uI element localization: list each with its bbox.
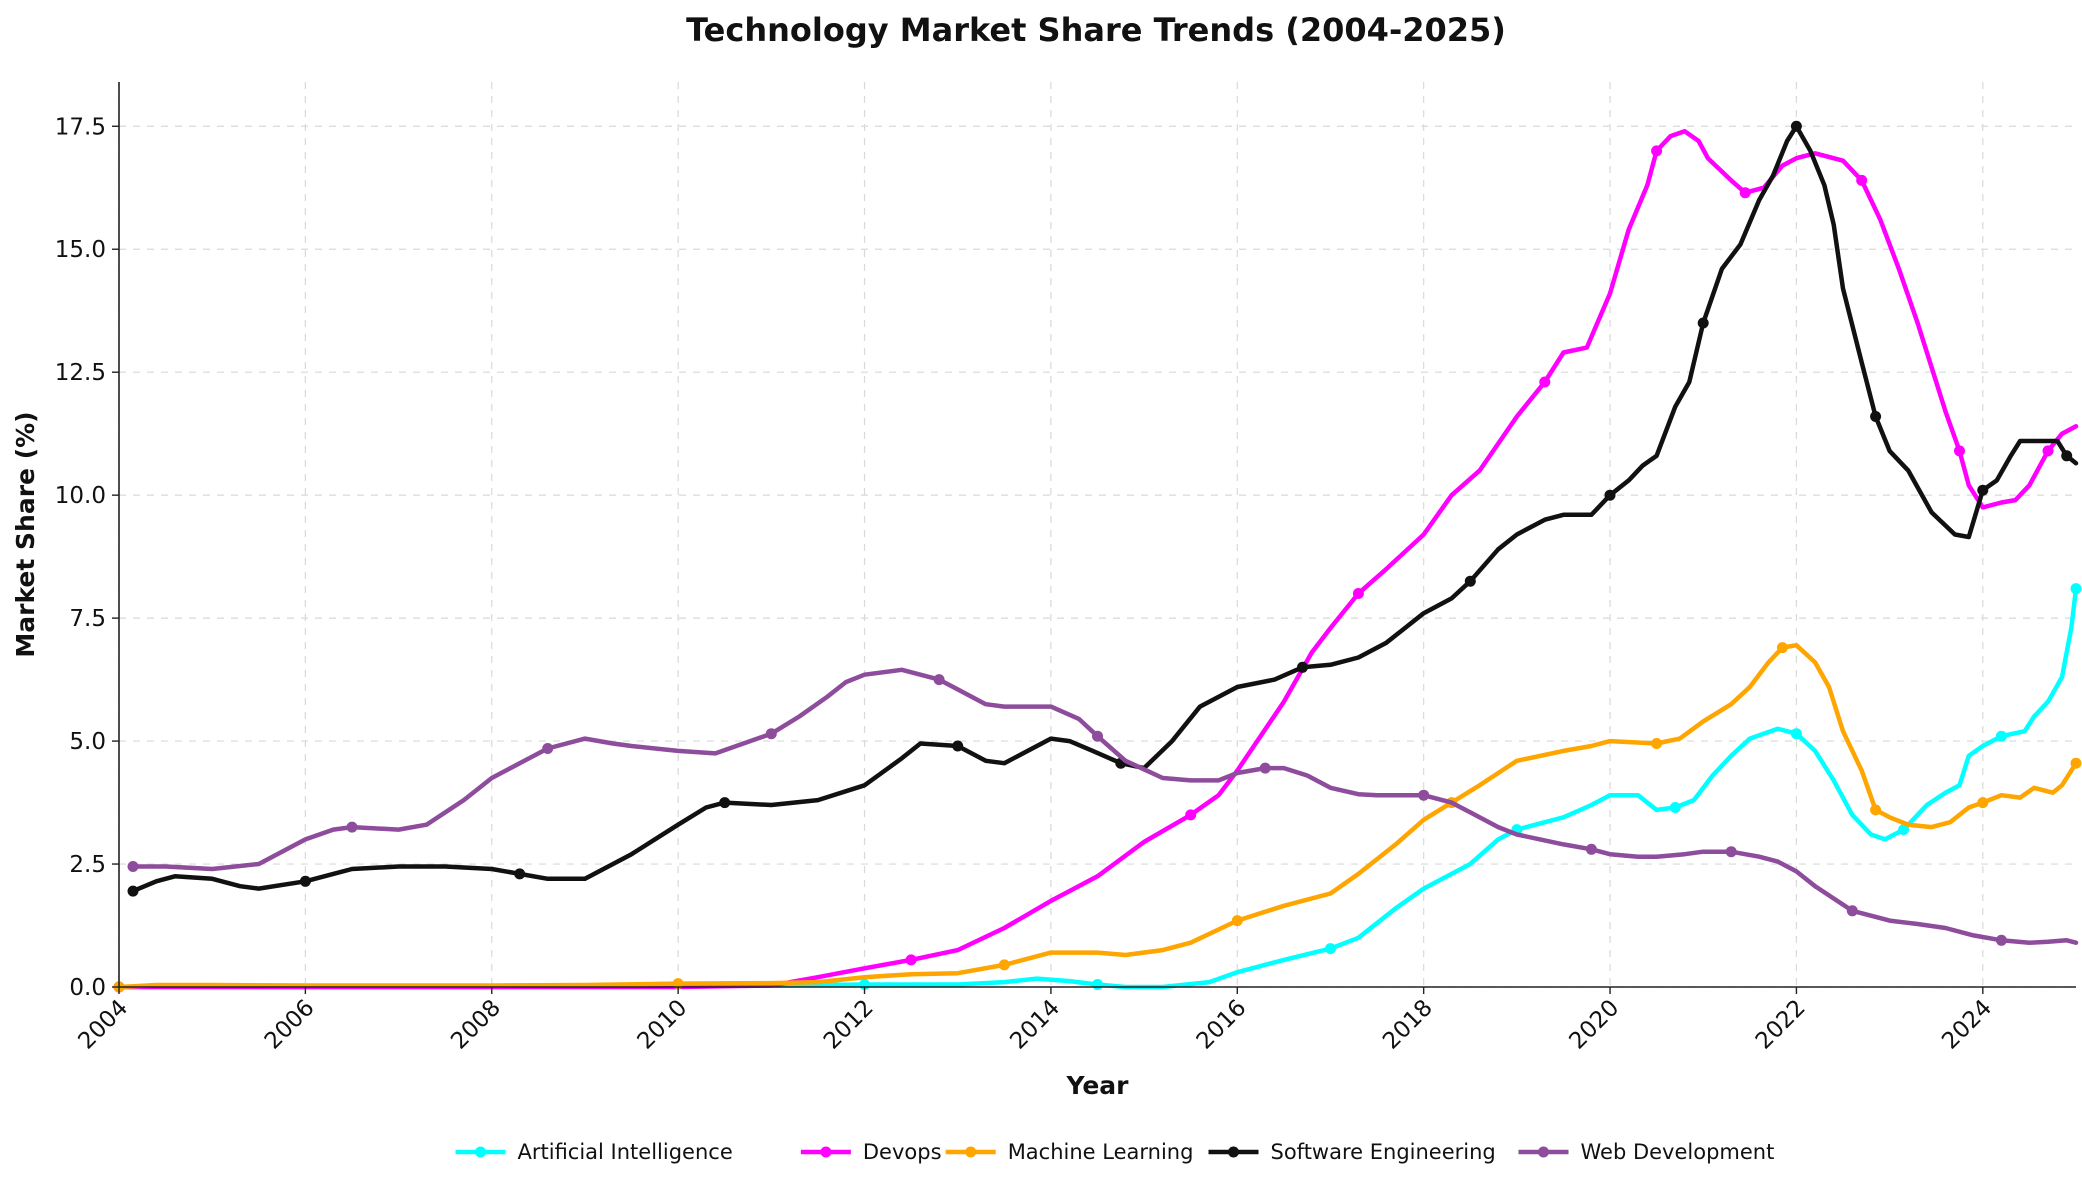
legend-label: Devops xyxy=(863,1140,942,1164)
axes xyxy=(118,82,2076,988)
series-point xyxy=(1790,120,1802,132)
series-point xyxy=(719,797,731,809)
series-point xyxy=(1846,905,1858,917)
series-point xyxy=(1585,843,1597,855)
series-point xyxy=(1995,730,2007,742)
y-tick-label: 5.0 xyxy=(69,729,106,755)
series-point xyxy=(1669,802,1681,813)
y-tick-label: 7.5 xyxy=(69,606,106,632)
series-point xyxy=(514,868,526,880)
legend-label: Web Development xyxy=(1581,1140,1775,1164)
y-tick-label: 2.5 xyxy=(69,852,106,878)
series-point xyxy=(952,740,964,752)
series-point xyxy=(346,821,358,833)
series-machine-learning xyxy=(113,642,2082,993)
legend: Artificial Intelligence Devops Machine Lea… xyxy=(455,1140,1775,1164)
series-point xyxy=(1231,915,1243,927)
x-tick-label: 2012 xyxy=(819,995,879,1055)
series-point xyxy=(1464,575,1476,587)
series-point xyxy=(1856,174,1868,186)
series-web-development xyxy=(127,667,2079,946)
x-tick-label: 2014 xyxy=(1005,995,1065,1055)
series-point xyxy=(1697,317,1709,329)
series-point xyxy=(1776,642,1788,654)
y-tick-label: 0.0 xyxy=(69,975,106,1001)
legend-item: Web Development xyxy=(1518,1140,1775,1164)
series-point xyxy=(1725,846,1737,858)
series-point xyxy=(1954,445,1965,457)
series-point xyxy=(1539,376,1551,388)
series-point xyxy=(1898,824,1910,836)
chart-title: Technology Market Share Trends (2004-202… xyxy=(686,11,1506,49)
series-point xyxy=(1995,934,2007,946)
series-software-engineering xyxy=(127,120,2079,897)
series-point xyxy=(1651,145,1663,157)
x-tick-label: 2018 xyxy=(1378,995,1438,1055)
series-point xyxy=(998,959,1010,971)
legend-marker xyxy=(820,1146,832,1158)
legend-label: Artificial Intelligence xyxy=(518,1140,733,1164)
series-point xyxy=(1739,187,1751,199)
series-point xyxy=(2042,445,2054,457)
series-point xyxy=(542,743,554,754)
legend-item: Software Engineering xyxy=(1208,1140,1496,1164)
series-line xyxy=(116,586,2079,990)
series-layer xyxy=(113,120,2082,993)
series-point xyxy=(1977,484,1989,496)
series-point xyxy=(933,674,945,686)
y-tick-label: 15.0 xyxy=(55,237,106,263)
x-tick-label: 2008 xyxy=(446,995,506,1055)
legend-marker xyxy=(1228,1146,1239,1158)
series-point xyxy=(765,728,777,740)
legend-item: Machine Learning xyxy=(945,1140,1194,1164)
grid-lines xyxy=(118,82,2076,988)
series-point xyxy=(127,885,139,897)
series-point xyxy=(1790,728,1802,740)
series-point xyxy=(1185,809,1197,821)
series-point xyxy=(1352,588,1364,599)
series-point xyxy=(1259,762,1271,774)
x-tick-label: 2024 xyxy=(1937,995,1997,1055)
legend-marker xyxy=(1538,1146,1549,1158)
x-tick-label: 2016 xyxy=(1192,995,1252,1055)
y-axis-label: Market Share (%) xyxy=(11,411,40,657)
series-point xyxy=(1651,738,1663,749)
x-tick-label: 2004 xyxy=(73,995,133,1055)
series-line xyxy=(116,642,2079,990)
x-tick-label: 2020 xyxy=(1565,995,1625,1055)
y-tick-label: 17.5 xyxy=(55,114,106,140)
series-point xyxy=(1870,411,1882,422)
legend-marker xyxy=(965,1146,977,1158)
legend-item: Artificial Intelligence xyxy=(455,1140,733,1164)
series-line xyxy=(130,667,2079,945)
series-point xyxy=(2070,583,2082,595)
series-line xyxy=(130,124,2079,894)
x-axis-label: Year xyxy=(1066,1071,1130,1100)
y-tick-label: 12.5 xyxy=(55,360,106,386)
series-line xyxy=(116,128,2079,990)
legend-label: Machine Learning xyxy=(1008,1140,1194,1164)
series-point xyxy=(905,954,917,966)
series-point xyxy=(2061,450,2073,462)
series-point xyxy=(127,861,139,872)
x-tick-label: 2010 xyxy=(633,995,693,1055)
series-point xyxy=(1418,789,1430,801)
series-point xyxy=(1604,489,1616,501)
series-point xyxy=(1977,797,1989,809)
series-point xyxy=(1325,943,1336,955)
series-point xyxy=(1092,730,1103,742)
series-point xyxy=(299,875,311,887)
series-point xyxy=(2070,757,2082,769)
legend-marker xyxy=(475,1146,486,1158)
series-point xyxy=(1870,804,1882,816)
legend-label: Software Engineering xyxy=(1271,1140,1496,1164)
x-tick-label: 2006 xyxy=(260,995,320,1055)
legend-item: Devops xyxy=(800,1140,942,1164)
series-point xyxy=(1092,979,1103,990)
series-point xyxy=(1297,661,1308,673)
y-tick-label: 10.0 xyxy=(55,483,106,509)
x-tick-label: 2022 xyxy=(1751,995,1811,1055)
